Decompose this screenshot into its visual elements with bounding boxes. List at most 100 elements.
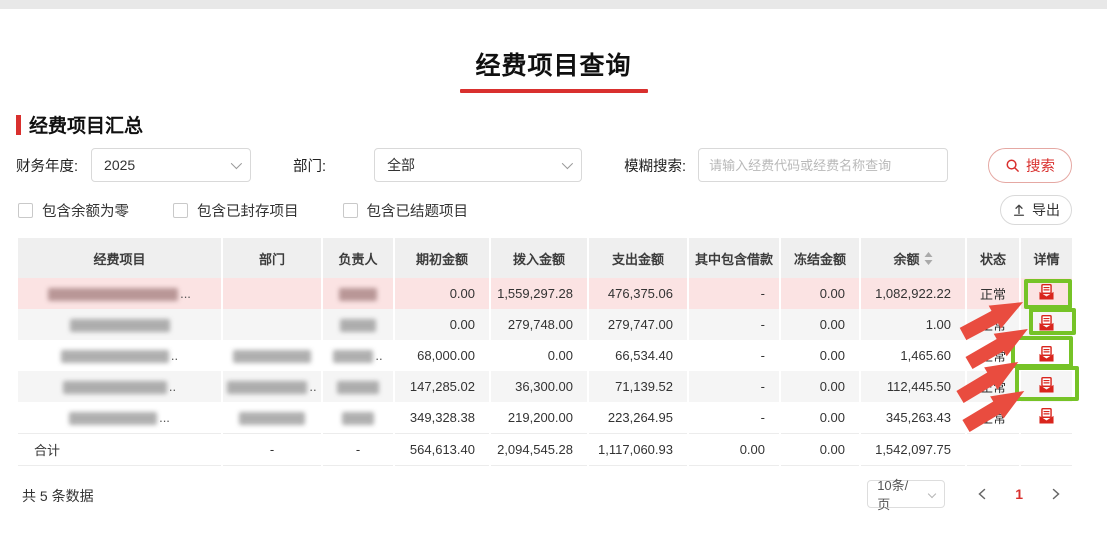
checkbox-label: 包含已结题项目 [366,203,469,220]
cell-project-name: ... [18,278,223,309]
cell-expense-amount: 71,139.52 [588,371,689,402]
ellipsis: ... [159,409,170,425]
table-row: .... 147,285.02 36,300.00 71,139.52-0.00 112… [18,371,1072,402]
detail-button[interactable] [1037,344,1056,364]
cell-expense-amount: 476,375.06 [588,278,689,309]
cell-department [222,340,323,371]
ellipsis: .. [309,378,317,394]
envelope-detail-icon [1039,283,1054,300]
cell-status: 正常 [966,402,1021,433]
total-opening-amount: 564,613.40 [394,433,491,465]
cell-balance: 112,445.50 [860,371,967,402]
total-balance: 1,542,097.75 [860,433,967,465]
ellipsis: ... [180,285,191,301]
cell-frozen-amount: 0.00 [780,309,861,340]
search-icon [1006,159,1019,172]
search-button-label: 搜索 [1026,158,1055,175]
cell-detail [1020,278,1072,309]
envelope-detail-icon [1039,345,1054,362]
column-header-3: 负责人 [322,238,395,278]
cell-opening-amount: 0.00 [394,278,491,309]
total-frozen-amount: 0.00 [780,433,861,465]
column-label: 状态 [979,251,1006,267]
department-select[interactable]: 全部 [374,148,583,182]
detail-button[interactable] [1037,406,1056,426]
redacted-text [333,350,374,364]
column-label: 经费项目 [93,251,146,267]
column-header-10: 状态 [966,238,1021,278]
cell-inflow-amount: 279,748.00 [490,309,589,340]
total-department: - [222,433,323,465]
export-button[interactable]: 导出 [1000,195,1072,225]
column-header-11: 详情 [1020,238,1072,278]
cell-expense-amount: 223,264.95 [588,402,689,433]
column-header-2: 部门 [222,238,323,278]
column-label: 其中包含借款 [694,251,773,267]
table-row: ... 349,328.38 219,200.00 223,264.95-0.00 34… [18,402,1072,433]
column-label: 详情 [1033,251,1060,267]
column-header-9[interactable]: 余额 [860,238,967,278]
column-label: 余额 [893,251,920,267]
chevron-down-icon [561,157,574,170]
cell-project-name: .. [18,340,223,371]
cell-frozen-amount: 0.00 [780,340,861,371]
cell-inflow-amount: 1,559,297.28 [490,278,589,309]
column-header-4: 期初金额 [394,238,491,278]
detail-button[interactable] [1037,313,1056,333]
cell-project-name: .. [18,371,223,402]
record-count: 共 5 条数据 [22,488,94,504]
checkbox-include-zero-balance[interactable]: 包含余额为零 [18,200,129,221]
export-icon [1013,204,1025,216]
total-owner: - [322,433,395,465]
cell-balance: 345,263.43 [860,402,967,433]
cell-opening-amount: 0.00 [394,309,491,340]
department-label: 部门: [293,158,327,175]
top-gray-bar [0,0,1107,9]
fiscal-year-label: 财务年度: [16,158,79,175]
cell-department [222,309,323,340]
page-size-select[interactable]: 10条/页 [867,478,946,512]
cell-loan-amount: - [688,371,781,402]
checkbox-icon [18,202,33,218]
cell-balance: 1,082,922.22 [860,278,967,309]
cell-loan-amount: - [688,402,781,433]
column-label: 支出金额 [611,251,664,267]
redacted-text [60,350,169,364]
checkbox-icon [342,202,358,218]
prev-page-button[interactable] [971,484,995,504]
column-header-5: 拨入金额 [490,238,589,278]
envelope-detail-icon [1039,314,1054,331]
cell-loan-amount: - [688,340,781,371]
envelope-detail-icon [1039,376,1054,393]
envelope-detail-icon [1039,407,1054,424]
column-label: 期初金额 [415,251,468,267]
column-label: 拨入金额 [512,251,565,267]
checkbox-include-closed[interactable]: 包含已结题项目 [342,200,469,221]
cell-expense-amount: 66,534.40 [588,340,689,371]
fiscal-year-value: 2025 [104,157,136,173]
search-input[interactable] [698,148,949,182]
cell-detail [1020,340,1072,371]
cell-detail [1020,402,1072,433]
checkbox-include-archived[interactable]: 包含已封存项目 [173,200,299,221]
title-underline [459,89,648,93]
column-label: 冻结金额 [793,251,846,267]
cell-loan-amount: - [688,309,781,340]
redacted-text [342,411,374,425]
detail-button[interactable] [1037,375,1056,395]
search-button[interactable]: 搜索 [988,147,1072,183]
fiscal-year-select[interactable]: 2025 [91,148,252,182]
total-expense-amount: 1,117,060.93 [588,433,689,465]
next-page-button[interactable] [1043,484,1067,504]
column-label: 部门 [258,251,285,267]
cell-inflow-amount: 219,200.00 [490,402,589,433]
column-header-7: 其中包含借款 [688,238,781,278]
cell-project-name [18,309,223,340]
cell-inflow-amount: 0.00 [490,340,589,371]
cell-status: 正常 [966,371,1021,402]
current-page-number: 1 [1015,486,1023,502]
fuzzy-search-label: 模糊搜索: [624,158,687,175]
detail-button[interactable] [1037,282,1056,302]
column-header-6: 支出金额 [588,238,689,278]
funding-summary-table: 经费项目 部门 负责人 期初金额 拨入金额 支出金额 其中包含借款 冻结金额 余额 状态 详情 ..… [18,238,1072,466]
